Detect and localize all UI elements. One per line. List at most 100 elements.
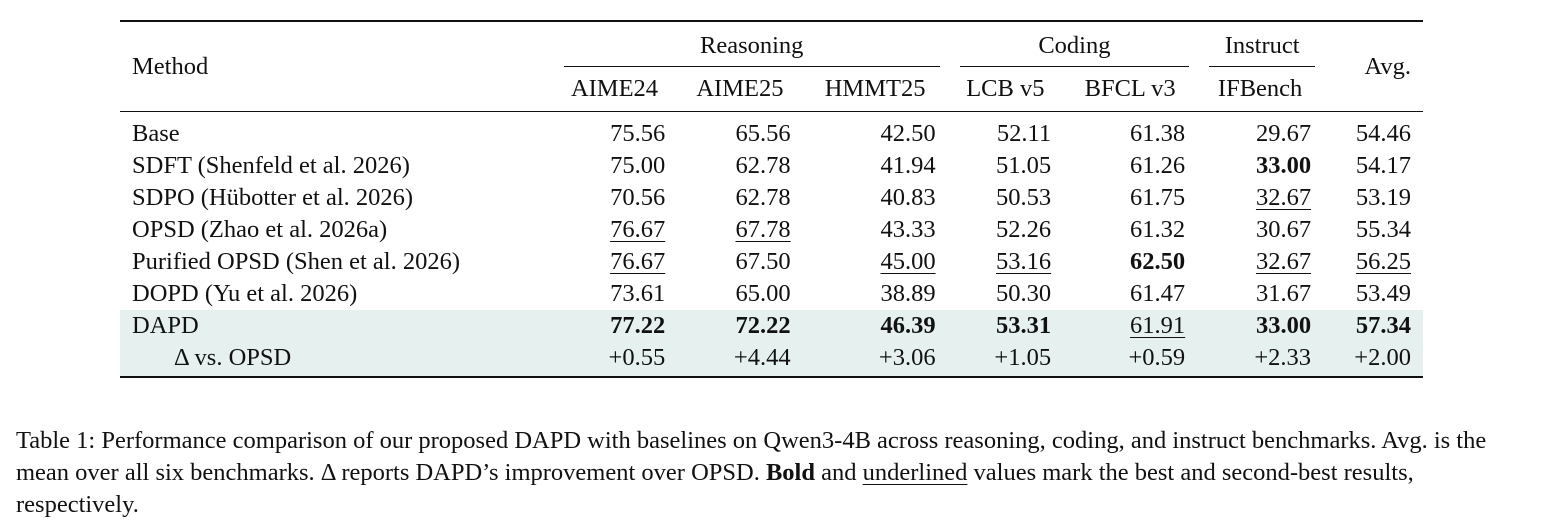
value-cell: 52.11	[996, 120, 1052, 147]
method-header: Method	[120, 21, 552, 112]
caption-text: values mark the best and second-best res…	[16, 459, 1414, 518]
group-label-instruct: Instruct	[1209, 30, 1316, 67]
method-cell: SDFT (Shenfeld et al. 2026)	[132, 152, 410, 179]
value-cell: 42.50	[880, 120, 936, 147]
group-header-row: Method Reasoning Coding Instruct Avg.	[120, 21, 1423, 112]
avg-header: Avg.	[1323, 21, 1423, 112]
group-header-instruct: Instruct	[1197, 21, 1323, 71]
avg-cell-second: 56.25	[1323, 246, 1423, 278]
value-cell-best: 33.00	[1255, 152, 1312, 179]
method-cell: Purified OPSD (Shen et al. 2026)	[132, 248, 460, 275]
column-header-row: AIME24 AIME25 HMMT25 LCB v5 BFCL v3 IFBe…	[120, 71, 1423, 112]
method-cell: DAPD	[120, 310, 552, 342]
results-table-container: Method Reasoning Coding Instruct Avg. AI…	[120, 20, 1423, 378]
value-cell: 40.83	[880, 184, 936, 211]
value-cell: 62.78	[735, 152, 791, 179]
value-cell-second: 53.16	[948, 246, 1063, 278]
value-cell: 51.05	[995, 152, 1052, 179]
column-header: IFBench	[1217, 75, 1303, 102]
value-cell: 61.38	[1130, 120, 1186, 147]
method-cell: OPSD (Zhao et al. 2026a)	[132, 216, 388, 243]
value-cell: 65.56	[735, 120, 791, 147]
value-cell: 38.89	[880, 280, 936, 307]
caption-underline-word: underlined	[862, 459, 968, 486]
value-text: 32.67	[1255, 184, 1312, 211]
value-cell: 61.32	[1130, 216, 1186, 243]
value-cell: 70.56	[610, 184, 666, 211]
value-cell: 43.33	[880, 216, 936, 243]
value-cell-best: 62.50	[1130, 248, 1186, 275]
value-cell: 62.78	[735, 184, 791, 211]
table-row: DOPD (Yu et al. 2026) 73.61 65.00 38.89 …	[120, 278, 1423, 310]
value-cell: 52.26	[995, 216, 1052, 243]
value-cell-second: 45.00	[803, 246, 948, 278]
value-cell: 67.50	[735, 248, 791, 275]
group-label-reasoning: Reasoning	[563, 30, 940, 67]
results-table: Method Reasoning Coding Instruct Avg. AI…	[120, 20, 1423, 378]
avg-cell-best: 57.34	[1323, 310, 1423, 342]
value-cell: 31.67	[1255, 280, 1312, 307]
value-cell: 75.56	[610, 120, 666, 147]
value-text: 76.67	[610, 216, 666, 243]
value-cell-second: 76.67	[552, 214, 677, 246]
value-cell: 29.67	[1255, 120, 1312, 147]
value-cell-best: 77.22	[551, 310, 678, 342]
value-cell: 61.47	[1130, 280, 1186, 307]
delta-cell: +0.55	[551, 342, 678, 377]
avg-cell: 55.34	[1355, 216, 1411, 243]
value-cell-second: 32.67	[1197, 182, 1323, 214]
column-header: AIME24	[570, 75, 659, 102]
delta-cell: +4.44	[677, 342, 803, 377]
value-cell: 61.75	[1130, 184, 1186, 211]
avg-cell: 53.19	[1355, 184, 1411, 211]
column-header: BFCL v3	[1084, 75, 1176, 102]
table-row-delta: Δ vs. OPSD +0.55 +4.44 +3.06 +1.05 +0.59…	[120, 342, 1423, 377]
delta-cell: +0.59	[1063, 342, 1198, 377]
value-text: 45.00	[880, 248, 936, 275]
value-text: 76.67	[610, 248, 666, 275]
value-cell: 75.00	[610, 152, 666, 179]
value-cell-best: 46.39	[802, 310, 948, 342]
value-cell: 41.94	[880, 152, 936, 179]
value-text: 53.16	[995, 248, 1052, 275]
method-cell: SDPO (Hübotter et al. 2026)	[132, 184, 414, 211]
column-header: LCB v5	[966, 75, 1045, 102]
value-cell-second: 67.78	[677, 214, 802, 246]
delta-method-cell: Δ vs. OPSD	[120, 342, 552, 377]
value-cell-second: 61.91	[1063, 310, 1198, 342]
value-cell: 50.30	[995, 280, 1052, 307]
table-row: SDFT (Shenfeld et al. 2026) 75.00 62.78 …	[120, 150, 1423, 182]
value-text: 32.67	[1255, 248, 1312, 275]
delta-cell: +2.33	[1197, 342, 1324, 377]
column-header: AIME25	[696, 75, 784, 102]
group-header-coding: Coding	[948, 21, 1198, 71]
table-row-dapd: DAPD 77.22 72.22 46.39 53.31 61.91 33.00…	[120, 310, 1423, 342]
value-cell-second: 32.67	[1197, 246, 1323, 278]
delta-avg-cell: +2.00	[1323, 342, 1423, 377]
caption-bold-word: Bold	[765, 459, 815, 486]
group-label-coding: Coding	[959, 30, 1190, 67]
table-row: SDPO (Hübotter et al. 2026) 70.56 62.78 …	[120, 182, 1423, 214]
value-cell-second: 76.67	[552, 246, 677, 278]
value-cell: 50.53	[995, 184, 1052, 211]
delta-cell: +3.06	[802, 342, 948, 377]
table-row: Base 75.56 65.56 42.50 52.11 61.38 29.67…	[120, 112, 1423, 151]
table-caption: Table 1: Performance comparison of our p…	[16, 425, 1531, 521]
value-cell: 65.00	[735, 280, 791, 307]
delta-cell: +1.05	[947, 342, 1064, 377]
method-cell: Base	[132, 120, 180, 147]
value-text: 61.91	[1130, 312, 1186, 339]
value-cell: 61.26	[1130, 152, 1186, 179]
avg-cell: 54.17	[1355, 152, 1411, 179]
value-cell-best: 53.31	[947, 310, 1064, 342]
value-cell: 73.61	[610, 280, 666, 307]
caption-text: and	[815, 459, 863, 486]
value-text: 67.78	[735, 216, 791, 243]
group-header-reasoning: Reasoning	[552, 21, 948, 71]
avg-cell: 53.49	[1355, 280, 1411, 307]
delta-label: Δ vs. OPSD	[174, 344, 292, 371]
table-row: OPSD (Zhao et al. 2026a) 76.67 67.78 43.…	[120, 214, 1423, 246]
value-cell: 30.67	[1255, 216, 1312, 243]
column-header: HMMT25	[824, 75, 926, 102]
caption-text: Table 1: Performance comparison of our p…	[16, 427, 1487, 486]
